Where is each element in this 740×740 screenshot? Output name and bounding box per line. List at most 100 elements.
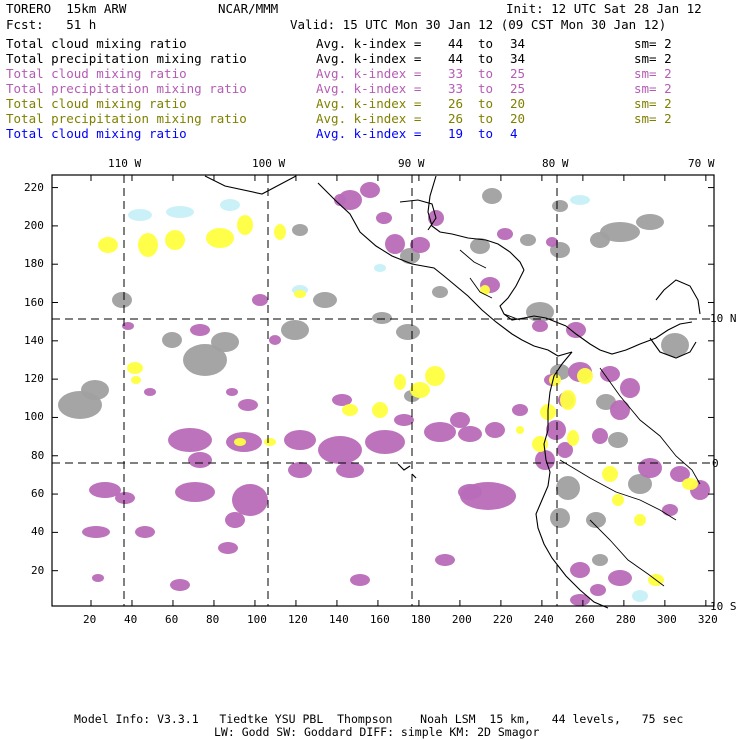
legend-to: to [478,111,494,126]
legend-field: Total precipitation mixing ratio [6,51,247,66]
longitude-label: 100 W [252,157,286,170]
legend-stat: Avg. k-index = [316,111,422,126]
magenta-area [336,462,364,478]
legend-value-min: 26 [448,96,464,111]
gray-area [292,224,308,236]
yellow-area [410,382,430,398]
x-tick-label: 140 [328,613,349,626]
magenta-area [170,579,190,591]
legend-value-max: 20 [510,111,526,126]
yellow-area [480,285,490,295]
legend-field: Total precipitation mixing ratio [6,111,247,126]
gray-area [470,238,490,254]
yellow-area [567,430,579,446]
gray-area [432,286,448,298]
legend-value-max: 34 [510,36,526,51]
legend-value-max: 25 [510,66,526,81]
magenta-area [338,190,362,210]
y-tick-label: 20 [31,563,45,577]
gray-area [372,312,392,324]
yellow-area [165,230,185,250]
magenta-area [135,526,155,538]
latitude-label: 10 S [710,600,737,613]
yellow-area [294,290,306,298]
magenta-area [318,436,362,464]
magenta-area [497,228,513,240]
magenta-area [485,422,505,438]
x-tick-label: 280 [615,613,636,626]
footer-line-1: Model Info: V3.3.1 Tiedtke YSU PBL Thomp… [74,712,684,726]
yellow-area [206,228,234,248]
magenta-area [288,462,312,478]
magenta-area [350,574,370,586]
legend-value-max: 20 [510,96,526,111]
footer-line-2: LW: Godd SW: Goddard DIFF: simple KM: 2D… [214,725,540,739]
x-tick-label: 20 [82,613,97,626]
yellow-area [127,362,143,374]
yellow-area [682,478,698,490]
legend-value-min: 26 [448,111,464,126]
magenta-area [610,400,630,420]
magenta-area [435,554,455,566]
legend-value-min: 19 [448,126,464,141]
y-tick-label: 120 [24,372,44,386]
magenta-area [638,458,662,478]
y-tick-label: 100 [24,410,44,424]
legend-to: to [478,96,494,111]
legend-row: Total cloud mixing ratio Avg. k-index = 33… [6,66,734,81]
gray-area [112,292,132,308]
gray-area [628,474,652,494]
gray-area [400,248,420,264]
legend-value-min: 44 [448,51,464,66]
longitude-label: 110 W [108,157,142,170]
cyan-area [632,590,648,602]
yellow-area [549,374,561,386]
legend-smoothing: sm= 2 [634,111,672,126]
magenta-area [188,452,212,468]
yellow-area [274,224,286,240]
model-title: TORERO 15km ARW [6,1,127,16]
legend-to: to [478,126,494,141]
legend-stat: Avg. k-index = [316,81,422,96]
magenta-area [608,570,632,586]
longitude-label: 90 W [398,157,425,170]
gray-area [313,292,337,308]
magenta-area [566,322,586,338]
init-time: Init: 12 UTC Sat 28 Jan 12 [506,1,702,16]
yellow-area [516,426,524,434]
cyan-area [374,264,386,272]
gray-area [636,214,664,230]
legend-stat: Avg. k-index = [316,36,422,51]
magenta-area [269,335,281,345]
legend-field: Total cloud mixing ratio [6,66,187,81]
cyan-area [570,195,590,205]
legend-stat: Avg. k-index = [316,96,422,111]
legend-value-max: 25 [510,81,526,96]
gray-cloud-areas [58,188,689,566]
gray-area [281,320,309,340]
magenta-area [226,388,238,396]
x-tick-label: 40 [123,613,138,626]
yellow-area [560,390,576,410]
legend-row: Total cloud mixing ratio Avg. k-index = 26… [6,96,734,111]
gray-area [590,232,610,248]
magenta-area [232,484,268,516]
legend-to: to [478,66,494,81]
magenta-area [458,484,482,500]
legend-smoothing: sm= 2 [634,51,672,66]
map-border [51,174,715,607]
yellow-area [425,366,445,386]
yellow-area [372,402,388,418]
magenta-area [394,414,414,426]
legend-value-min: 44 [448,36,464,51]
gray-area [520,234,536,246]
x-tick-label: 300 [656,613,677,626]
legend-row: Total cloud mixing ratio Avg. k-index = 44… [6,36,734,51]
x-tick-label: 180 [410,613,431,626]
legend-value-min: 33 [448,66,464,81]
magenta-area [557,442,573,458]
x-tick-label: 220 [492,613,513,626]
magenta-area [546,420,566,440]
yellow-area [612,494,624,506]
